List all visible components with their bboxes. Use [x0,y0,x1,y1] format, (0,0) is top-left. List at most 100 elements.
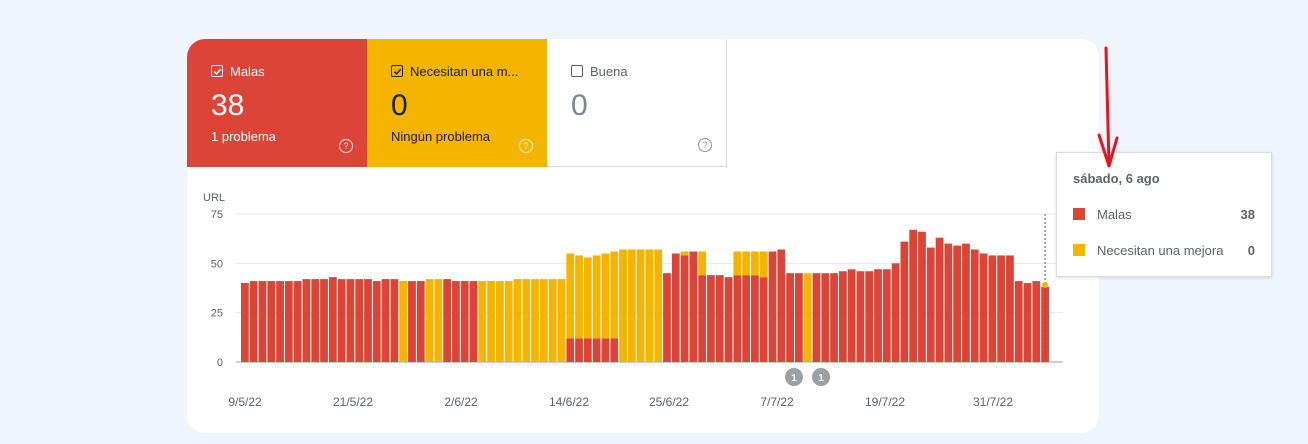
bar-malas [733,275,742,362]
bar-malas [979,253,988,362]
bar-malas [249,281,258,362]
bar-malas [1032,281,1041,362]
bar-malas [874,269,882,362]
bar-malas [768,251,777,362]
bar-malas [759,277,768,362]
bar-necesitan-mejora [434,279,443,362]
annotation-count: 1 [818,373,824,384]
bar-malas [997,255,1006,362]
checkbox-checked-icon[interactable] [211,65,223,77]
bar-malas [751,275,759,362]
bar-malas [452,281,460,362]
bar-malas [918,231,926,362]
bar-malas [663,273,671,362]
y-tick-label: 0 [217,357,223,369]
bar-necesitan-mejora [759,251,768,278]
tile-buena[interactable]: Buena 0 ? [547,39,727,167]
bar-malas [830,273,838,362]
bar-malas [698,275,707,362]
bar-malas [355,279,364,362]
bar-necesitan-mejora [566,253,575,339]
tooltip-value: 0 [1247,242,1255,258]
bar-malas [241,283,249,362]
help-icon[interactable]: ? [519,139,533,153]
bar-necesitan-mejora [513,279,522,362]
x-tick-label: 9/5/22 [228,395,262,409]
tile-value: 0 [571,89,588,122]
bar-malas [707,275,715,362]
bar-malas [953,245,962,362]
bar-necesitan-mejora [636,249,645,362]
bar-necesitan-mejora [627,249,636,362]
bar-malas [742,275,751,362]
x-tick-label: 7/7/22 [760,395,794,409]
tile-malas[interactable]: Malas 38 1 problema ? [187,39,367,167]
bar-necesitan-mejora [539,279,548,362]
x-tick-label: 25/6/22 [649,395,689,409]
bar-malas [944,243,953,362]
bar-malas [601,338,610,362]
bar-necesitan-mejora [610,251,619,339]
bar-malas [276,281,284,362]
bar-malas [962,243,970,362]
bar-malas [777,249,786,362]
checkbox-unchecked-icon[interactable] [571,65,583,77]
bar-malas [926,247,935,362]
bar-malas [882,269,891,362]
bar-malas [715,275,724,362]
hover-point [1042,282,1049,289]
tile-necesitan-mejora[interactable]: Necesitan una m... 0 Ningún problema ? [367,39,547,167]
bar-malas [680,255,689,362]
checkbox-checked-icon[interactable] [391,65,403,77]
bar-necesitan-mejora [557,279,566,362]
bar-malas [372,281,381,362]
bar-malas [891,263,900,362]
legend-swatch-necesitan-mejora [1073,244,1085,256]
bar-malas [381,279,390,362]
report-card: Malas 38 1 problema ? Necesitan una m...… [187,39,1099,433]
bar-malas [847,269,856,362]
bar-malas [469,281,478,362]
annotation-count: 1 [791,373,797,384]
bar-malas [460,281,469,362]
bar-malas [610,338,619,362]
bar-malas [970,249,979,362]
y-tick-label: 75 [211,209,223,221]
bar-malas [575,338,583,362]
bar-malas [724,277,733,362]
bar-malas [258,281,267,362]
bar-necesitan-mejora [654,249,663,362]
annotation-badge [785,368,803,386]
help-icon[interactable]: ? [698,138,712,152]
tooltip-value: 38 [1240,206,1255,222]
bar-necesitan-mejora [733,251,742,276]
bar-malas [416,281,425,362]
bar-malas [1006,255,1014,362]
bar-malas [293,281,302,362]
x-tick-label: 14/6/22 [549,395,589,409]
tooltip-title: sábado, 6 ago [1073,171,1160,186]
bar-necesitan-mejora [803,273,812,362]
annotation-marker[interactable]: 1 [812,368,830,386]
x-tick-label: 31/7/22 [973,395,1013,409]
bar-necesitan-mejora [601,253,610,339]
bar-necesitan-mejora [531,279,539,362]
bar-malas [856,271,865,362]
x-tick-label: 21/5/22 [333,395,373,409]
tile-value: 0 [391,89,408,122]
bar-malas [328,277,337,362]
bar-malas [786,273,794,362]
bar-malas [900,241,909,362]
help-icon[interactable]: ? [339,139,353,153]
bar-necesitan-mejora [575,255,583,339]
bar-malas [812,273,821,362]
bar-malas [865,271,874,362]
y-axis-label: URL [203,192,225,204]
bar-necesitan-mejora [522,279,531,362]
bar-necesitan-mejora [478,281,487,362]
bar-necesitan-mejora [619,249,627,362]
annotation-marker[interactable]: 1 [785,368,803,386]
bar-malas [689,251,698,362]
chart-tooltip: sábado, 6 ago Malas 38 Necesitan una mej… [1056,152,1272,277]
